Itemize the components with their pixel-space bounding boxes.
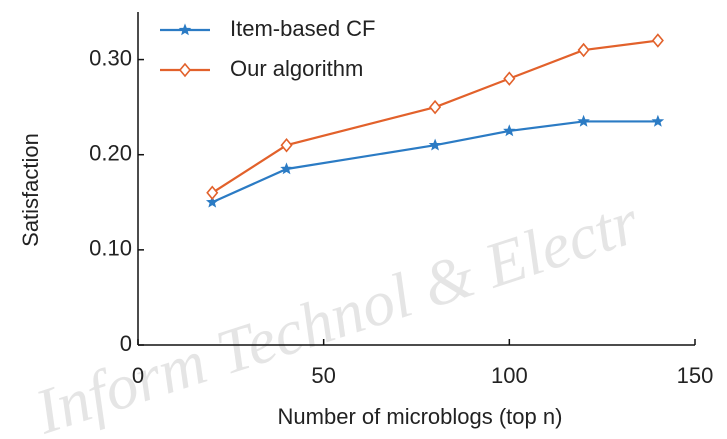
data-point [503, 71, 516, 86]
data-point [577, 42, 590, 58]
data-point [280, 137, 293, 153]
x-tick-label: 50 [311, 363, 335, 388]
x-tick-label: 100 [491, 363, 528, 388]
y-axis-label: Satisfaction [18, 133, 43, 247]
x-tick-label: 0 [132, 363, 144, 388]
data-point [577, 114, 590, 127]
y-tick-label: 0 [120, 331, 132, 356]
legend-marker [178, 23, 192, 36]
series-line [211, 120, 658, 204]
y-tick-label: 0.10 [89, 236, 132, 261]
data-point [503, 124, 516, 137]
legend-label: Our algorithm [230, 56, 363, 81]
data-point [651, 114, 665, 127]
y-tick-label: 0.30 [89, 45, 132, 70]
series-line [211, 39, 659, 194]
data-point [205, 195, 219, 208]
y-tick-label: 0.20 [89, 141, 132, 166]
x-axis-label: Number of microblogs (top n) [278, 404, 563, 429]
x-tick-label: 150 [677, 363, 714, 388]
data-point [429, 99, 442, 115]
legend-marker [178, 62, 192, 78]
data-point [428, 138, 442, 151]
data-point [280, 162, 293, 175]
data-point [206, 185, 219, 201]
data-point [651, 33, 664, 48]
watermark: Inform Technol & Electr [26, 185, 648, 439]
legend-label: Item-based CF [230, 16, 376, 41]
